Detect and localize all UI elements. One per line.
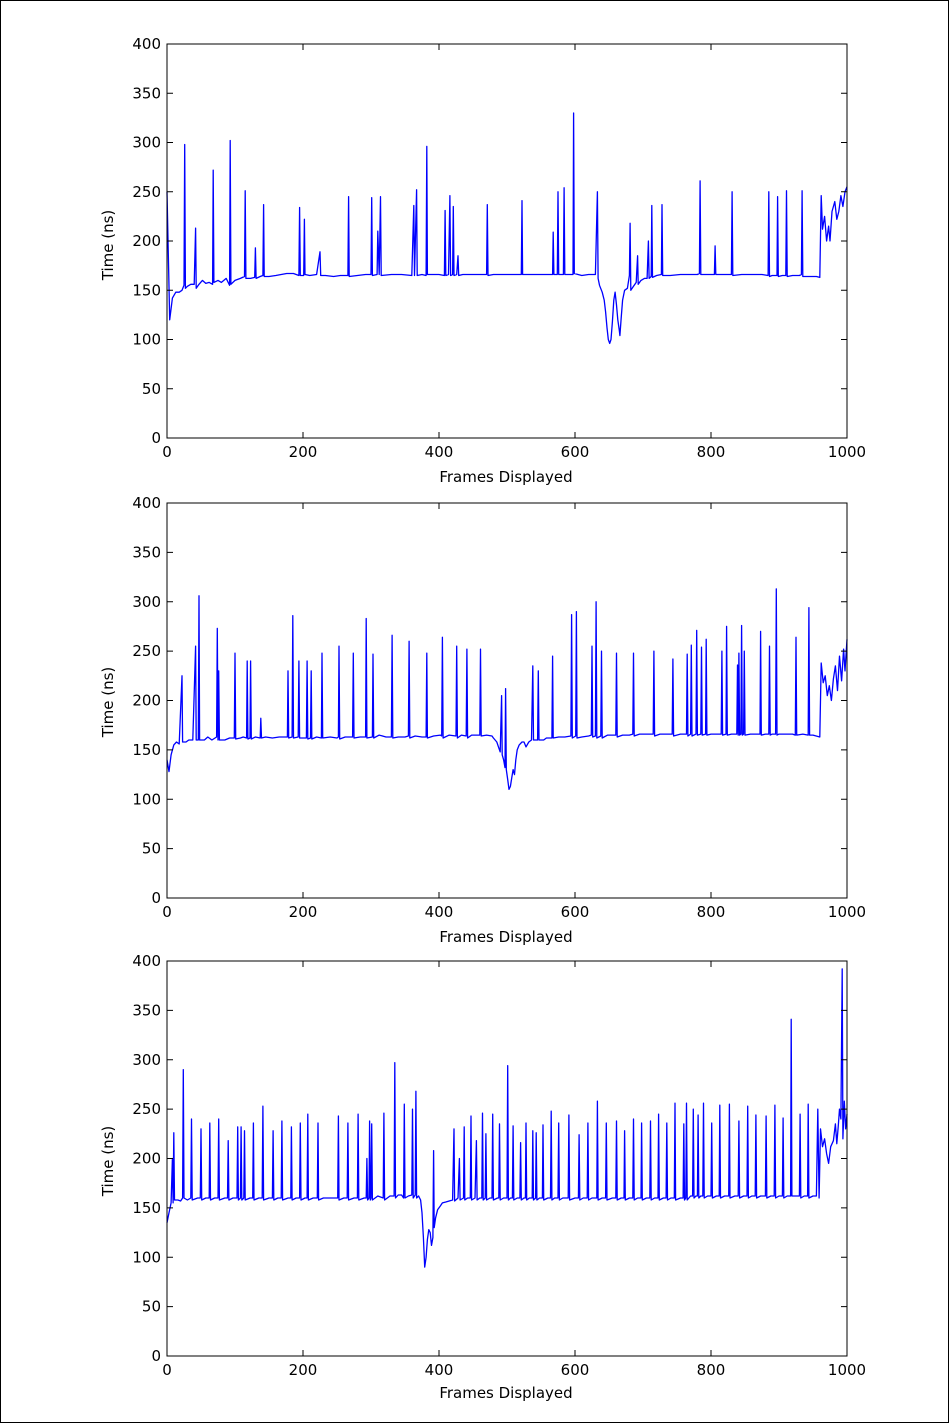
y-tick-label: 250 <box>132 1100 161 1118</box>
x-tick-label: 600 <box>561 443 590 461</box>
x-tick-label: 200 <box>289 903 318 921</box>
y-tick-label: 100 <box>132 331 161 349</box>
y-tick-label: 200 <box>132 692 161 710</box>
y-tick-label: 350 <box>132 543 161 561</box>
series-line-1 <box>166 968 848 1268</box>
y-tick-label: 250 <box>132 183 161 201</box>
series-line-1 <box>166 112 848 345</box>
y-tick-label: 350 <box>132 1001 161 1019</box>
x-tick-label: 1000 <box>828 443 866 461</box>
y-tick-label: 400 <box>132 494 161 512</box>
y-axis-label: Time (ns) <box>99 667 117 739</box>
x-tick-label: 600 <box>561 903 590 921</box>
x-tick-label: 800 <box>697 1361 726 1379</box>
x-tick-label: 600 <box>561 1361 590 1379</box>
y-axis-label: Time (ns) <box>99 1126 117 1198</box>
x-tick-label: 1000 <box>828 1361 866 1379</box>
y-tick-label: 50 <box>142 380 161 398</box>
x-axis-label: Frames Displayed <box>439 928 572 946</box>
y-tick-label: 350 <box>132 84 161 102</box>
series-line-1 <box>166 588 848 791</box>
x-tick-label: 400 <box>425 903 454 921</box>
subplot-2: Time (ns) Frames Displayed 0 50 100 150 200 2… <box>99 494 866 946</box>
x-tick-label: 800 <box>697 443 726 461</box>
y-tick-label: 400 <box>132 952 161 970</box>
y-tick-label: 0 <box>151 1347 161 1365</box>
y-tick-label: 150 <box>132 281 161 299</box>
y-tick-label: 100 <box>132 1248 161 1266</box>
y-tick-label: 150 <box>132 741 161 759</box>
y-tick-label: 300 <box>132 1051 161 1069</box>
x-tick-label: 200 <box>289 443 318 461</box>
y-tick-label: 0 <box>151 429 161 447</box>
x-tick-label: 400 <box>425 1361 454 1379</box>
y-tick-label: 50 <box>142 1298 161 1316</box>
x-tick-label: 200 <box>289 1361 318 1379</box>
y-tick-label: 150 <box>132 1199 161 1217</box>
x-tick-label: 0 <box>162 903 172 921</box>
y-tick-label: 200 <box>132 232 161 250</box>
x-axis-label: Frames Displayed <box>439 468 572 486</box>
y-tick-label: 400 <box>132 35 161 53</box>
y-tick-label: 0 <box>151 889 161 907</box>
y-tick-label: 100 <box>132 790 161 808</box>
x-tick-label: 800 <box>697 903 726 921</box>
subplot-3: Time (ns) Frames Displayed 0 50 100 150 200 2… <box>99 952 866 1402</box>
x-tick-label: 0 <box>162 1361 172 1379</box>
y-tick-label: 200 <box>132 1150 161 1168</box>
plot-frame <box>166 43 848 439</box>
x-axis-label: Frames Displayed <box>439 1384 572 1402</box>
y-tick-label: 250 <box>132 642 161 660</box>
subplot-1: Time (ns) Frames Displayed 0 50 100 150 200 2… <box>99 35 866 486</box>
y-axis-label: Time (ns) <box>99 210 117 282</box>
x-tick-label: 400 <box>425 443 454 461</box>
y-tick-label: 50 <box>142 840 161 858</box>
y-tick-label: 300 <box>132 134 161 152</box>
x-tick-label: 1000 <box>828 903 866 921</box>
y-tick-label: 300 <box>132 593 161 611</box>
x-tick-label: 0 <box>162 443 172 461</box>
